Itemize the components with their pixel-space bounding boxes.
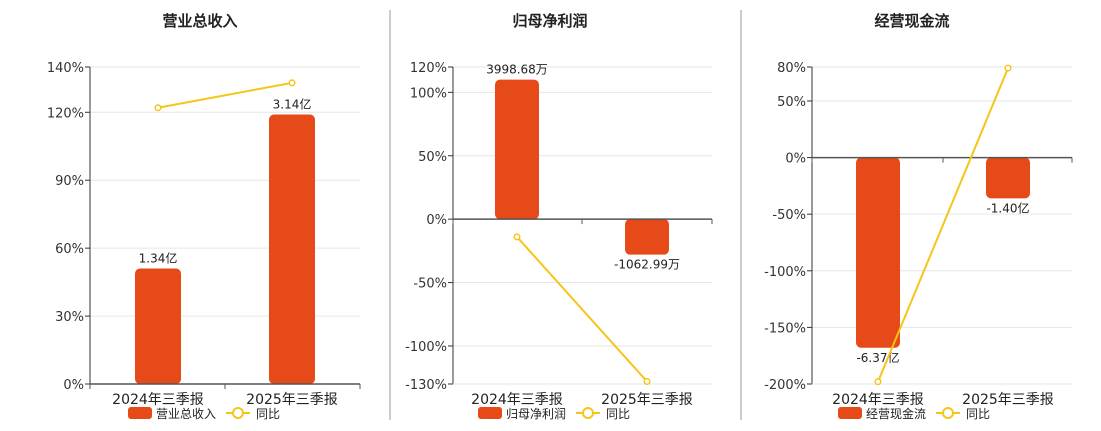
legend-bar-swatch	[838, 407, 862, 419]
x-category-label: 2024年三季报	[832, 392, 924, 408]
bar	[269, 114, 315, 385]
legend-bar-swatch	[128, 407, 152, 419]
y-tick-label: 80%	[777, 61, 806, 76]
yoy-line	[516, 236, 648, 383]
legend-line-label: 同比	[966, 407, 990, 421]
chart-title: 归母净利润	[512, 12, 587, 30]
y-tick-label: 120%	[410, 61, 447, 76]
chart-2: 归母净利润 -130% -100% -50% 0% 50% 100% 120% 3998.68万…	[405, 12, 713, 421]
y-tick-label: -130%	[405, 378, 447, 393]
yoy-line	[157, 81, 293, 109]
bar	[495, 79, 539, 220]
x-category-label: 2024年三季报	[471, 392, 563, 408]
yoy-point	[1004, 64, 1012, 72]
x-category-label: 2025年三季报	[246, 392, 338, 408]
bar-data-label: -1062.99万	[614, 258, 680, 272]
legend-line-label: 同比	[256, 407, 280, 421]
yoy-point	[643, 377, 651, 386]
x-category-label: 2024年三季报	[112, 392, 204, 408]
y-tick-label: -150%	[764, 321, 806, 336]
legend-line-marker	[582, 407, 594, 419]
x-category-label: 2025年三季报	[601, 392, 693, 408]
legend-line-marker	[232, 407, 244, 419]
legend: 营业总收入 同比	[128, 407, 280, 421]
y-tick-label: 120%	[47, 106, 84, 121]
y-tick-label: -200%	[764, 378, 806, 393]
bar	[135, 268, 181, 384]
y-tick-label: -50%	[772, 208, 806, 223]
y-tick-label: -100%	[764, 265, 806, 280]
chart-title: 经营现金流	[874, 12, 949, 30]
chart-1: 营业总收入 0% 30% 60% 90% 120% 140% 1.34亿 3.14亿 2024年三…	[47, 12, 361, 421]
yoy-line	[877, 67, 1009, 383]
legend: 归母净利润 同比	[478, 407, 630, 421]
x-category-label: 2025年三季报	[962, 392, 1054, 408]
yoy-point	[513, 233, 521, 241]
yoy-point	[288, 79, 296, 87]
y-tick-label: -50%	[413, 277, 447, 292]
bar-data-label: 3.14亿	[273, 97, 312, 112]
y-tick-label: 0%	[426, 213, 447, 228]
y-tick-label: 140%	[47, 61, 84, 76]
legend-bar-label: 营业总收入	[156, 407, 216, 421]
bar-data-label: -6.37亿	[856, 350, 899, 365]
y-tick-label: 0%	[63, 378, 84, 393]
y-tick-label: 50%	[418, 150, 447, 165]
chart-3: 经营现金流 -200% -150% -100% -50% 0% 50% 80% -6.37亿 -1…	[764, 12, 1073, 421]
legend-bar-label: 经营现金流	[866, 406, 926, 421]
y-tick-label: 30%	[55, 310, 84, 325]
y-tick-label: 0%	[785, 152, 806, 167]
yoy-point	[154, 104, 162, 112]
y-tick-label: 100%	[410, 86, 447, 101]
legend-bar-swatch	[478, 407, 502, 419]
bar-data-label: 1.34亿	[139, 251, 178, 266]
legend-line-marker	[942, 407, 954, 419]
bar-data-label: -1.40亿	[986, 200, 1029, 215]
y-tick-label: 60%	[55, 242, 84, 257]
y-tick-label: -100%	[405, 340, 447, 355]
y-tick-label: 90%	[55, 174, 84, 189]
bar-data-label: 3998.68万	[486, 63, 548, 77]
legend: 经营现金流 同比	[838, 406, 990, 421]
legend-bar-label: 归母净利润	[506, 407, 566, 421]
y-tick-label: 50%	[777, 95, 806, 110]
yoy-point	[874, 378, 882, 386]
bar	[625, 219, 669, 255]
bar	[986, 157, 1030, 199]
legend-line-label: 同比	[606, 407, 630, 421]
chart-title: 营业总收入	[162, 12, 237, 30]
bar	[856, 157, 900, 348]
